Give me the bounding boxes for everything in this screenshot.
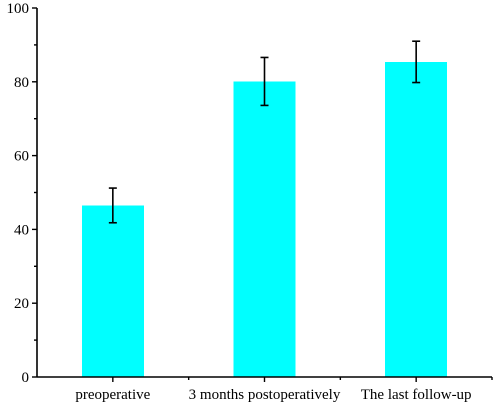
x-tick-label: 3 months postoperatively xyxy=(189,387,341,403)
bar-2 xyxy=(385,61,448,378)
y-ticks-group: 0 20 40 60 80 100 xyxy=(7,1,37,386)
y-tick-label: 60 xyxy=(14,149,29,165)
y-tick-label: 40 xyxy=(14,222,29,238)
y-tick-label: 20 xyxy=(14,296,29,312)
error-bar-1 xyxy=(260,56,269,107)
bar-0 xyxy=(81,205,144,377)
x-tick-label: The last follow-up xyxy=(361,387,472,403)
y-tick-label: 100 xyxy=(7,1,30,17)
x-tick-label: preoperative xyxy=(75,387,150,403)
y-tick-label: 0 xyxy=(22,370,30,386)
x-ticks-group: preoperative 3 months postoperatively The … xyxy=(75,377,493,403)
y-tick-label: 80 xyxy=(14,75,29,91)
bar-1 xyxy=(233,81,296,377)
error-bars-group xyxy=(108,40,421,224)
error-bar-2 xyxy=(412,40,421,84)
bars-group xyxy=(81,61,448,378)
error-bar-0 xyxy=(108,187,117,224)
